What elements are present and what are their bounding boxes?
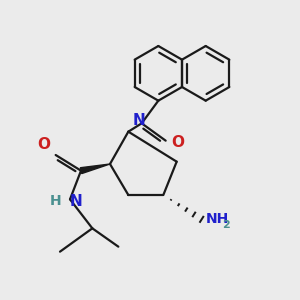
Text: O: O xyxy=(38,137,51,152)
Text: 2: 2 xyxy=(222,220,230,230)
Text: N: N xyxy=(132,113,145,128)
Polygon shape xyxy=(80,164,110,174)
Text: O: O xyxy=(172,135,185,150)
Text: NH: NH xyxy=(206,212,229,226)
Text: N: N xyxy=(70,194,83,208)
Text: H: H xyxy=(50,194,62,208)
